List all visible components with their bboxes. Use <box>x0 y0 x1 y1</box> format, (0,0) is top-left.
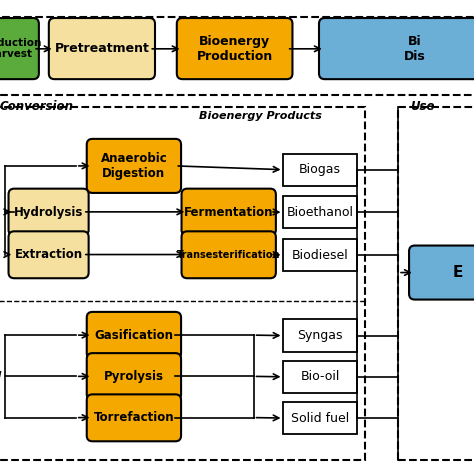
Text: Conversion: Conversion <box>0 100 74 113</box>
Text: Bioenergy
Production: Bioenergy Production <box>197 35 273 63</box>
Text: Bi
Dis: Bi Dis <box>404 35 426 63</box>
Text: Extraction: Extraction <box>15 248 82 261</box>
Text: Bioethanol: Bioethanol <box>287 206 354 219</box>
Text: Gasification: Gasification <box>94 329 173 342</box>
Text: Torrefaction: Torrefaction <box>93 411 174 424</box>
Text: al: al <box>0 371 2 381</box>
Text: Use: Use <box>410 100 435 113</box>
Text: E: E <box>452 265 463 280</box>
FancyBboxPatch shape <box>0 107 365 460</box>
Text: Production
Harvest: Production Harvest <box>0 38 42 59</box>
Text: Transesterification: Transesterification <box>177 250 281 260</box>
FancyBboxPatch shape <box>9 189 89 236</box>
FancyBboxPatch shape <box>87 394 181 441</box>
FancyBboxPatch shape <box>9 231 89 278</box>
FancyBboxPatch shape <box>283 239 357 271</box>
Text: Pretreatment: Pretreatment <box>55 42 149 55</box>
Text: Bio-oil: Bio-oil <box>301 370 340 383</box>
FancyBboxPatch shape <box>409 246 474 300</box>
FancyBboxPatch shape <box>87 139 181 193</box>
FancyBboxPatch shape <box>182 231 276 278</box>
FancyBboxPatch shape <box>283 361 357 393</box>
FancyBboxPatch shape <box>398 107 474 460</box>
Text: Biogas: Biogas <box>299 163 341 176</box>
Text: Solid fuel: Solid fuel <box>291 411 349 425</box>
Text: Biodiesel: Biodiesel <box>292 248 348 262</box>
Text: Syngas: Syngas <box>298 329 343 342</box>
FancyBboxPatch shape <box>49 18 155 79</box>
FancyBboxPatch shape <box>0 18 39 79</box>
FancyBboxPatch shape <box>87 353 181 400</box>
Text: Bioenergy Products: Bioenergy Products <box>199 111 322 121</box>
Text: Anaerobic
Digestion: Anaerobic Digestion <box>100 152 167 180</box>
FancyBboxPatch shape <box>87 312 181 359</box>
FancyBboxPatch shape <box>283 154 357 186</box>
FancyBboxPatch shape <box>283 196 357 228</box>
FancyBboxPatch shape <box>283 402 357 434</box>
FancyBboxPatch shape <box>319 18 474 79</box>
FancyBboxPatch shape <box>0 17 474 95</box>
FancyBboxPatch shape <box>283 319 357 352</box>
FancyBboxPatch shape <box>177 18 292 79</box>
Text: Fermentation: Fermentation <box>184 206 273 219</box>
Text: Hydrolysis: Hydrolysis <box>14 206 83 219</box>
Text: Pyrolysis: Pyrolysis <box>104 370 164 383</box>
FancyBboxPatch shape <box>182 189 276 236</box>
